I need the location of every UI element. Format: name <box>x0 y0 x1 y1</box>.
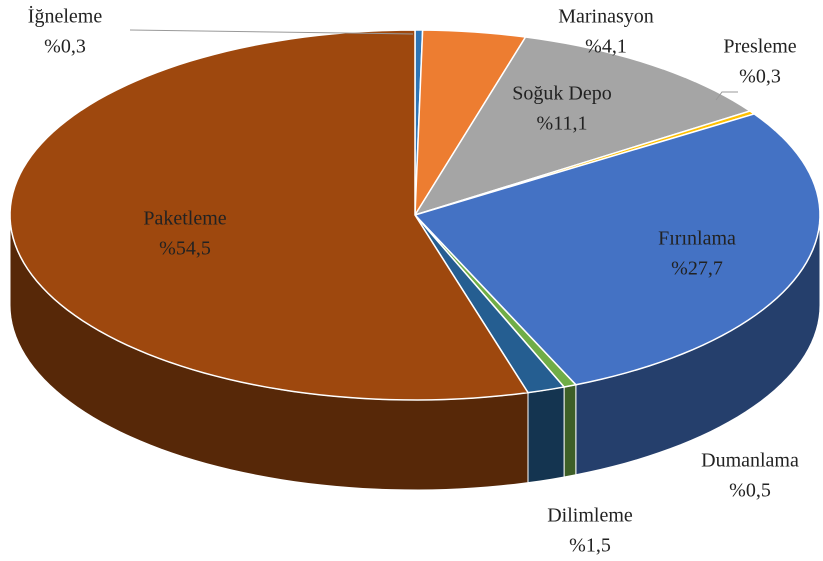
category-label: Dilimleme <box>547 505 633 527</box>
slice-side <box>527 386 565 484</box>
slice <box>413 113 821 386</box>
value-label: %1,5 <box>569 535 611 557</box>
category-label: Presleme <box>723 36 796 58</box>
value-label: %27,7 <box>671 258 723 280</box>
slice <box>414 29 527 218</box>
labels: İğneleme %0,3 Marinasyon %4,1 Soğuk Depo %11,… <box>28 5 799 557</box>
category-label: Fırınlama <box>658 228 736 250</box>
slice <box>9 29 530 401</box>
category-label: Soğuk Depo <box>512 83 611 105</box>
tops <box>9 29 821 401</box>
value-label: %0,3 <box>44 36 86 58</box>
leader-line <box>715 91 738 101</box>
value-label: %0,3 <box>739 66 781 88</box>
slice <box>413 36 752 217</box>
category-label: İğneleme <box>28 5 103 28</box>
category-label: Paketleme <box>143 208 226 230</box>
value-label: %0,5 <box>729 480 771 502</box>
sides <box>9 214 821 491</box>
category-label: Dumanlama <box>701 450 799 472</box>
value-label: %4,1 <box>585 36 627 58</box>
value-label: %11,1 <box>537 113 588 135</box>
leader-line <box>129 29 414 35</box>
value-label: %54,5 <box>159 238 211 260</box>
category-label: Marinasyon <box>558 6 654 28</box>
slice-side <box>563 384 577 478</box>
